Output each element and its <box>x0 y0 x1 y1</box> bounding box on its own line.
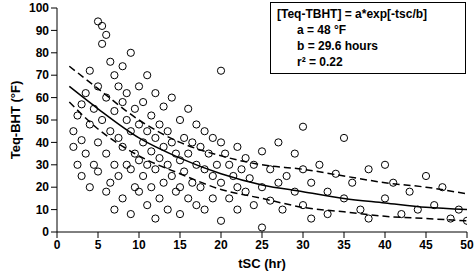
svg-text:30: 30 <box>296 238 310 252</box>
svg-text:5: 5 <box>95 238 102 252</box>
html-text:[Teq-TBHT] = a*exp[-tsc/b]: [Teq-TBHT] = a*exp[-tsc/b] <box>277 7 428 21</box>
svg-text:20: 20 <box>214 238 228 252</box>
svg-text:80: 80 <box>36 46 50 60</box>
svg-text:40: 40 <box>378 238 392 252</box>
svg-text:15: 15 <box>173 238 187 252</box>
svg-text:40: 40 <box>36 136 50 150</box>
svg-text:90: 90 <box>36 24 50 38</box>
html-text:r² = 0.22: r² = 0.22 <box>297 55 343 69</box>
svg-text:50: 50 <box>460 238 466 252</box>
svg-text:70: 70 <box>36 68 50 82</box>
html-text:a = 48 °F: a = 48 °F <box>297 23 347 37</box>
svg-text:35: 35 <box>337 238 351 252</box>
svg-text:10: 10 <box>36 203 50 217</box>
svg-text:0: 0 <box>42 225 49 239</box>
html-text:b = 29.6 hours: b = 29.6 hours <box>297 39 378 53</box>
svg-text:100: 100 <box>29 1 49 15</box>
svg-text:10: 10 <box>132 238 146 252</box>
svg-text:50: 50 <box>36 113 50 127</box>
html-text:tSC (hr): tSC (hr) <box>238 256 286 271</box>
svg-text:0: 0 <box>54 238 61 252</box>
html-text:Teq-BHT (°F): Teq-BHT (°F) <box>7 80 23 160</box>
svg-text:45: 45 <box>419 238 433 252</box>
svg-text:30: 30 <box>36 158 50 172</box>
svg-text:25: 25 <box>255 238 269 252</box>
svg-text:20: 20 <box>36 180 50 194</box>
svg-text:60: 60 <box>36 91 50 105</box>
